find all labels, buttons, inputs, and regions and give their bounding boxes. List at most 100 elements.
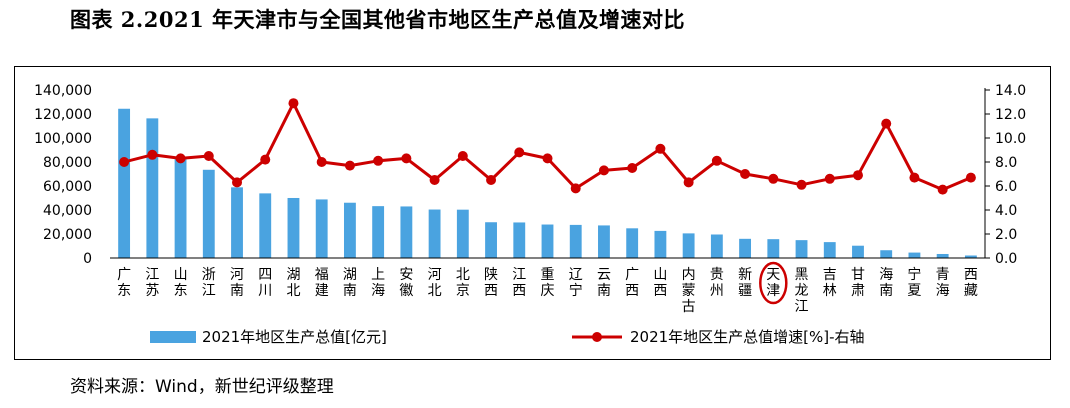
source-note: 资料来源：Wind，新世纪评级整理 bbox=[70, 377, 334, 397]
growth-point bbox=[147, 149, 158, 160]
category-label: 河南 bbox=[230, 267, 244, 299]
category-label: 云南 bbox=[597, 267, 611, 299]
category-label: 广西 bbox=[625, 267, 639, 299]
category-label: 江苏 bbox=[145, 267, 159, 299]
growth-point bbox=[429, 175, 440, 185]
category-label: 吉林 bbox=[823, 267, 837, 299]
highlight-circle bbox=[759, 261, 788, 305]
category-label: 上海 bbox=[371, 267, 385, 299]
right-axis-tick-label: 2.0 bbox=[995, 227, 1017, 243]
bar bbox=[372, 206, 385, 258]
bar bbox=[202, 169, 215, 258]
bar bbox=[343, 202, 356, 258]
growth-point bbox=[909, 172, 920, 183]
right-axis-tick-label: 14.0 bbox=[995, 83, 1026, 99]
right-axis-tick-label: 0.0 bbox=[995, 251, 1017, 267]
growth-point bbox=[514, 147, 525, 158]
left-axis-tick-label: 40,000 bbox=[43, 203, 92, 219]
bar bbox=[146, 118, 159, 259]
bar bbox=[795, 240, 808, 258]
category-label: 黑龙江 bbox=[795, 267, 809, 315]
growth-point bbox=[119, 157, 130, 167]
growth-point bbox=[937, 184, 948, 195]
chart-frame bbox=[14, 66, 1051, 360]
category-label: 内蒙古 bbox=[682, 267, 696, 315]
left-axis-tick-label: 80,000 bbox=[43, 155, 92, 171]
legend-bar-swatch bbox=[150, 331, 196, 343]
category-label: 湖北 bbox=[286, 267, 300, 299]
category-label: 山西 bbox=[653, 267, 667, 299]
category-label: 贵州 bbox=[710, 267, 724, 299]
bar bbox=[852, 245, 864, 258]
growth-point bbox=[768, 173, 779, 184]
category-label: 青海 bbox=[936, 267, 950, 299]
bar bbox=[513, 222, 526, 258]
bar bbox=[231, 187, 243, 258]
bar bbox=[428, 209, 441, 258]
category-label: 四川 bbox=[258, 267, 272, 299]
bar bbox=[598, 225, 610, 258]
bar bbox=[287, 197, 300, 258]
growth-point bbox=[598, 165, 609, 176]
category-label: 浙江 bbox=[202, 267, 216, 299]
category-label: 海南 bbox=[879, 267, 893, 299]
left-axis-tick-label: 100,000 bbox=[34, 131, 92, 147]
growth-point bbox=[740, 169, 751, 179]
bar bbox=[739, 238, 752, 258]
growth-point bbox=[175, 153, 186, 164]
category-label: 甘肃 bbox=[851, 267, 865, 299]
left-axis-tick-label: 60,000 bbox=[43, 179, 92, 195]
bar bbox=[908, 252, 921, 258]
growth-point bbox=[344, 160, 355, 171]
category-label: 西藏 bbox=[964, 267, 978, 299]
category-label: 新疆 bbox=[738, 267, 752, 299]
legend-line-marker bbox=[592, 332, 602, 342]
growth-point bbox=[542, 153, 553, 164]
growth-point bbox=[373, 155, 384, 166]
bar bbox=[569, 224, 582, 258]
growth-point bbox=[570, 183, 581, 194]
growth-point bbox=[965, 172, 976, 183]
bar bbox=[626, 228, 639, 258]
growth-point bbox=[683, 177, 694, 188]
category-label: 安徽 bbox=[399, 267, 413, 299]
left-axis-tick-label: 140,000 bbox=[34, 83, 92, 99]
growth-point bbox=[796, 179, 807, 190]
growth-point bbox=[203, 151, 214, 161]
growth-point bbox=[486, 175, 497, 185]
category-label: 陕西 bbox=[484, 267, 498, 299]
bar bbox=[315, 199, 328, 258]
growth-point bbox=[881, 118, 892, 129]
bar bbox=[118, 108, 131, 258]
growth-point bbox=[852, 170, 863, 181]
bar bbox=[710, 234, 723, 258]
bar bbox=[682, 233, 695, 258]
bar bbox=[654, 230, 667, 258]
bar bbox=[259, 193, 272, 258]
bar bbox=[767, 239, 780, 258]
category-label: 河北 bbox=[428, 267, 442, 299]
chart-title: 图表 2.2021 年天津市与全国其他省市地区生产总值及增速对比 bbox=[70, 7, 685, 32]
growth-point bbox=[711, 155, 722, 166]
right-axis-tick-label: 12.0 bbox=[995, 107, 1026, 123]
right-axis-tick-label: 10.0 bbox=[995, 131, 1026, 147]
growth-point bbox=[316, 157, 327, 167]
category-label: 广东 bbox=[117, 267, 131, 299]
category-label: 宁夏 bbox=[907, 266, 921, 299]
category-label: 重庆 bbox=[541, 267, 555, 299]
left-axis-tick-label: 20,000 bbox=[43, 227, 92, 243]
bar bbox=[456, 209, 469, 258]
growth-point bbox=[288, 98, 299, 109]
growth-point bbox=[457, 151, 468, 161]
growth-point bbox=[401, 153, 412, 164]
left-axis-tick-label: 0 bbox=[83, 251, 92, 267]
category-label: 江西 bbox=[512, 267, 526, 299]
legend-line-label: 2021年地区生产总值增速[%]-右轴 bbox=[630, 328, 865, 346]
right-axis-tick-label: 6.0 bbox=[995, 179, 1017, 195]
bar bbox=[823, 242, 836, 258]
growth-point bbox=[655, 143, 666, 154]
growth-point bbox=[260, 154, 271, 165]
growth-line bbox=[123, 101, 972, 192]
left-axis-tick-label: 120,000 bbox=[34, 107, 92, 123]
